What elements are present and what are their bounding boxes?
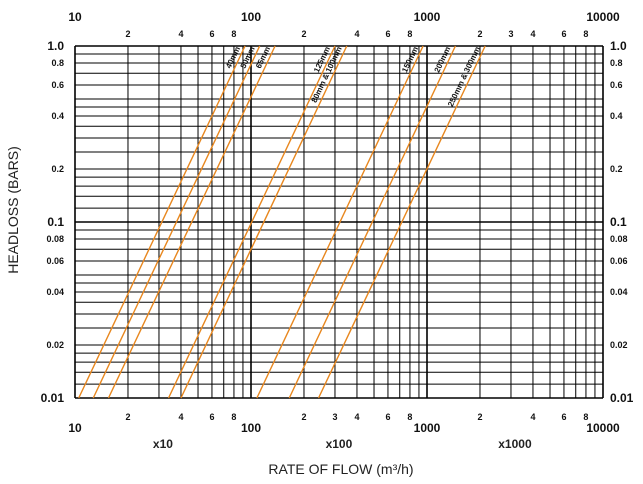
x-tick-top-minor: 2	[125, 29, 130, 39]
series-line	[167, 45, 336, 399]
y-tick-left: 0.8	[51, 58, 64, 68]
y-tick-right: 0.01	[610, 391, 634, 405]
series-line	[317, 45, 486, 399]
x-tick-bottom-major: 1000	[414, 421, 441, 435]
y-tick-right: 0.4	[610, 111, 623, 121]
x-tick-bottom-major: 100	[241, 421, 261, 435]
y-tick-right: 0.1	[610, 215, 627, 229]
x-tick-top-minor: 8	[583, 29, 588, 39]
x-tick-bottom-minor: 2	[301, 412, 306, 422]
x-tick-bottom-minor: 2	[125, 412, 130, 422]
y-tick-right: 0.8	[610, 58, 623, 68]
grid	[74, 45, 604, 399]
x-tick-bottom-minor: 6	[385, 412, 390, 422]
x-tick-bottom-minor: 2	[477, 412, 482, 422]
x-tick-top-minor: 4	[178, 29, 183, 39]
x-tick-bottom-minor: 8	[231, 412, 236, 422]
x-multiplier: x100	[326, 437, 353, 451]
y-tick-left: 1.0	[47, 39, 64, 53]
x-tick-top-minor: 4	[354, 29, 359, 39]
x-tick-top-major: 10	[68, 10, 82, 24]
series-line	[107, 45, 276, 399]
y-tick-left: 0.4	[51, 111, 64, 121]
x-tick-bottom-major: 10000	[586, 421, 620, 435]
x-multiplier: x10	[153, 437, 173, 451]
x-multiplier: x1000	[498, 437, 532, 451]
x-axis-top-ticks: 10 100 1000 10000 2 4 6 8 2 4 6 8 2 3 4 6 8	[68, 10, 620, 39]
x-axis-bottom-ticks: 10 100 1000 10000 2 4 6 8 2 3 4 6 8 2 4 6 8	[68, 412, 620, 435]
y-tick-right: 0.2	[610, 164, 623, 174]
x-tick-top-minor: 6	[561, 29, 566, 39]
y-tick-left: 0.04	[46, 287, 64, 297]
series-line	[78, 45, 246, 399]
y-tick-right: 0.6	[610, 80, 623, 90]
x-tick-bottom-minor: 4	[354, 412, 359, 422]
y-tick-left: 0.1	[47, 215, 64, 229]
x-tick-bottom-minor: 3	[332, 412, 337, 422]
x-tick-top-minor: 8	[231, 29, 236, 39]
x-tick-bottom-minor: 4	[530, 412, 535, 422]
y-tick-right: 1.0	[610, 39, 627, 53]
x-multipliers: x10 x100 x1000	[153, 437, 532, 451]
x-tick-bottom-minor: 8	[407, 412, 412, 422]
x-tick-top-minor: 2	[477, 29, 482, 39]
y-axis-right-ticks: 1.0 0.8 0.6 0.4 0.2 0.1 0.08 0.06 0.04 0.02 0.01	[610, 39, 634, 405]
x-tick-bottom-minor: 6	[561, 412, 566, 422]
x-tick-top-minor: 3	[508, 29, 513, 39]
x-axis-title: RATE OF FLOW (m³/h)	[268, 461, 413, 477]
y-tick-left: 0.08	[46, 234, 64, 244]
x-tick-top-minor: 6	[209, 29, 214, 39]
x-tick-top-minor: 4	[530, 29, 535, 39]
series-line	[180, 45, 348, 399]
y-tick-right: 0.08	[610, 234, 628, 244]
y-tick-right: 0.04	[610, 287, 628, 297]
series-line	[288, 45, 457, 399]
x-tick-bottom-minor: 6	[209, 412, 214, 422]
x-tick-bottom-minor: 4	[178, 412, 183, 422]
y-axis-left-ticks: 1.0 0.8 0.6 0.4 0.2 0.1 0.08 0.06 0.04 0.02 0.01	[41, 39, 65, 405]
x-tick-top-minor: 6	[385, 29, 390, 39]
x-tick-bottom-major: 10	[68, 421, 82, 435]
y-tick-right: 0.06	[610, 256, 628, 266]
y-tick-right: 0.02	[610, 340, 628, 350]
y-tick-left: 0.01	[41, 391, 65, 405]
x-tick-bottom-minor: 8	[583, 412, 588, 422]
y-axis-title: HEADLOSS (BARS)	[5, 146, 21, 274]
series-line	[256, 45, 424, 399]
y-tick-left: 0.2	[51, 164, 64, 174]
x-tick-top-major: 10000	[586, 10, 620, 24]
x-tick-top-minor: 2	[301, 29, 306, 39]
y-tick-left: 0.6	[51, 80, 64, 90]
y-tick-left: 0.06	[46, 256, 64, 266]
x-tick-top-major: 1000	[414, 10, 441, 24]
series-lines	[78, 45, 486, 399]
x-tick-top-minor: 8	[407, 29, 412, 39]
x-tick-top-major: 100	[241, 10, 261, 24]
y-tick-left: 0.02	[46, 340, 64, 350]
series-line	[92, 45, 261, 399]
